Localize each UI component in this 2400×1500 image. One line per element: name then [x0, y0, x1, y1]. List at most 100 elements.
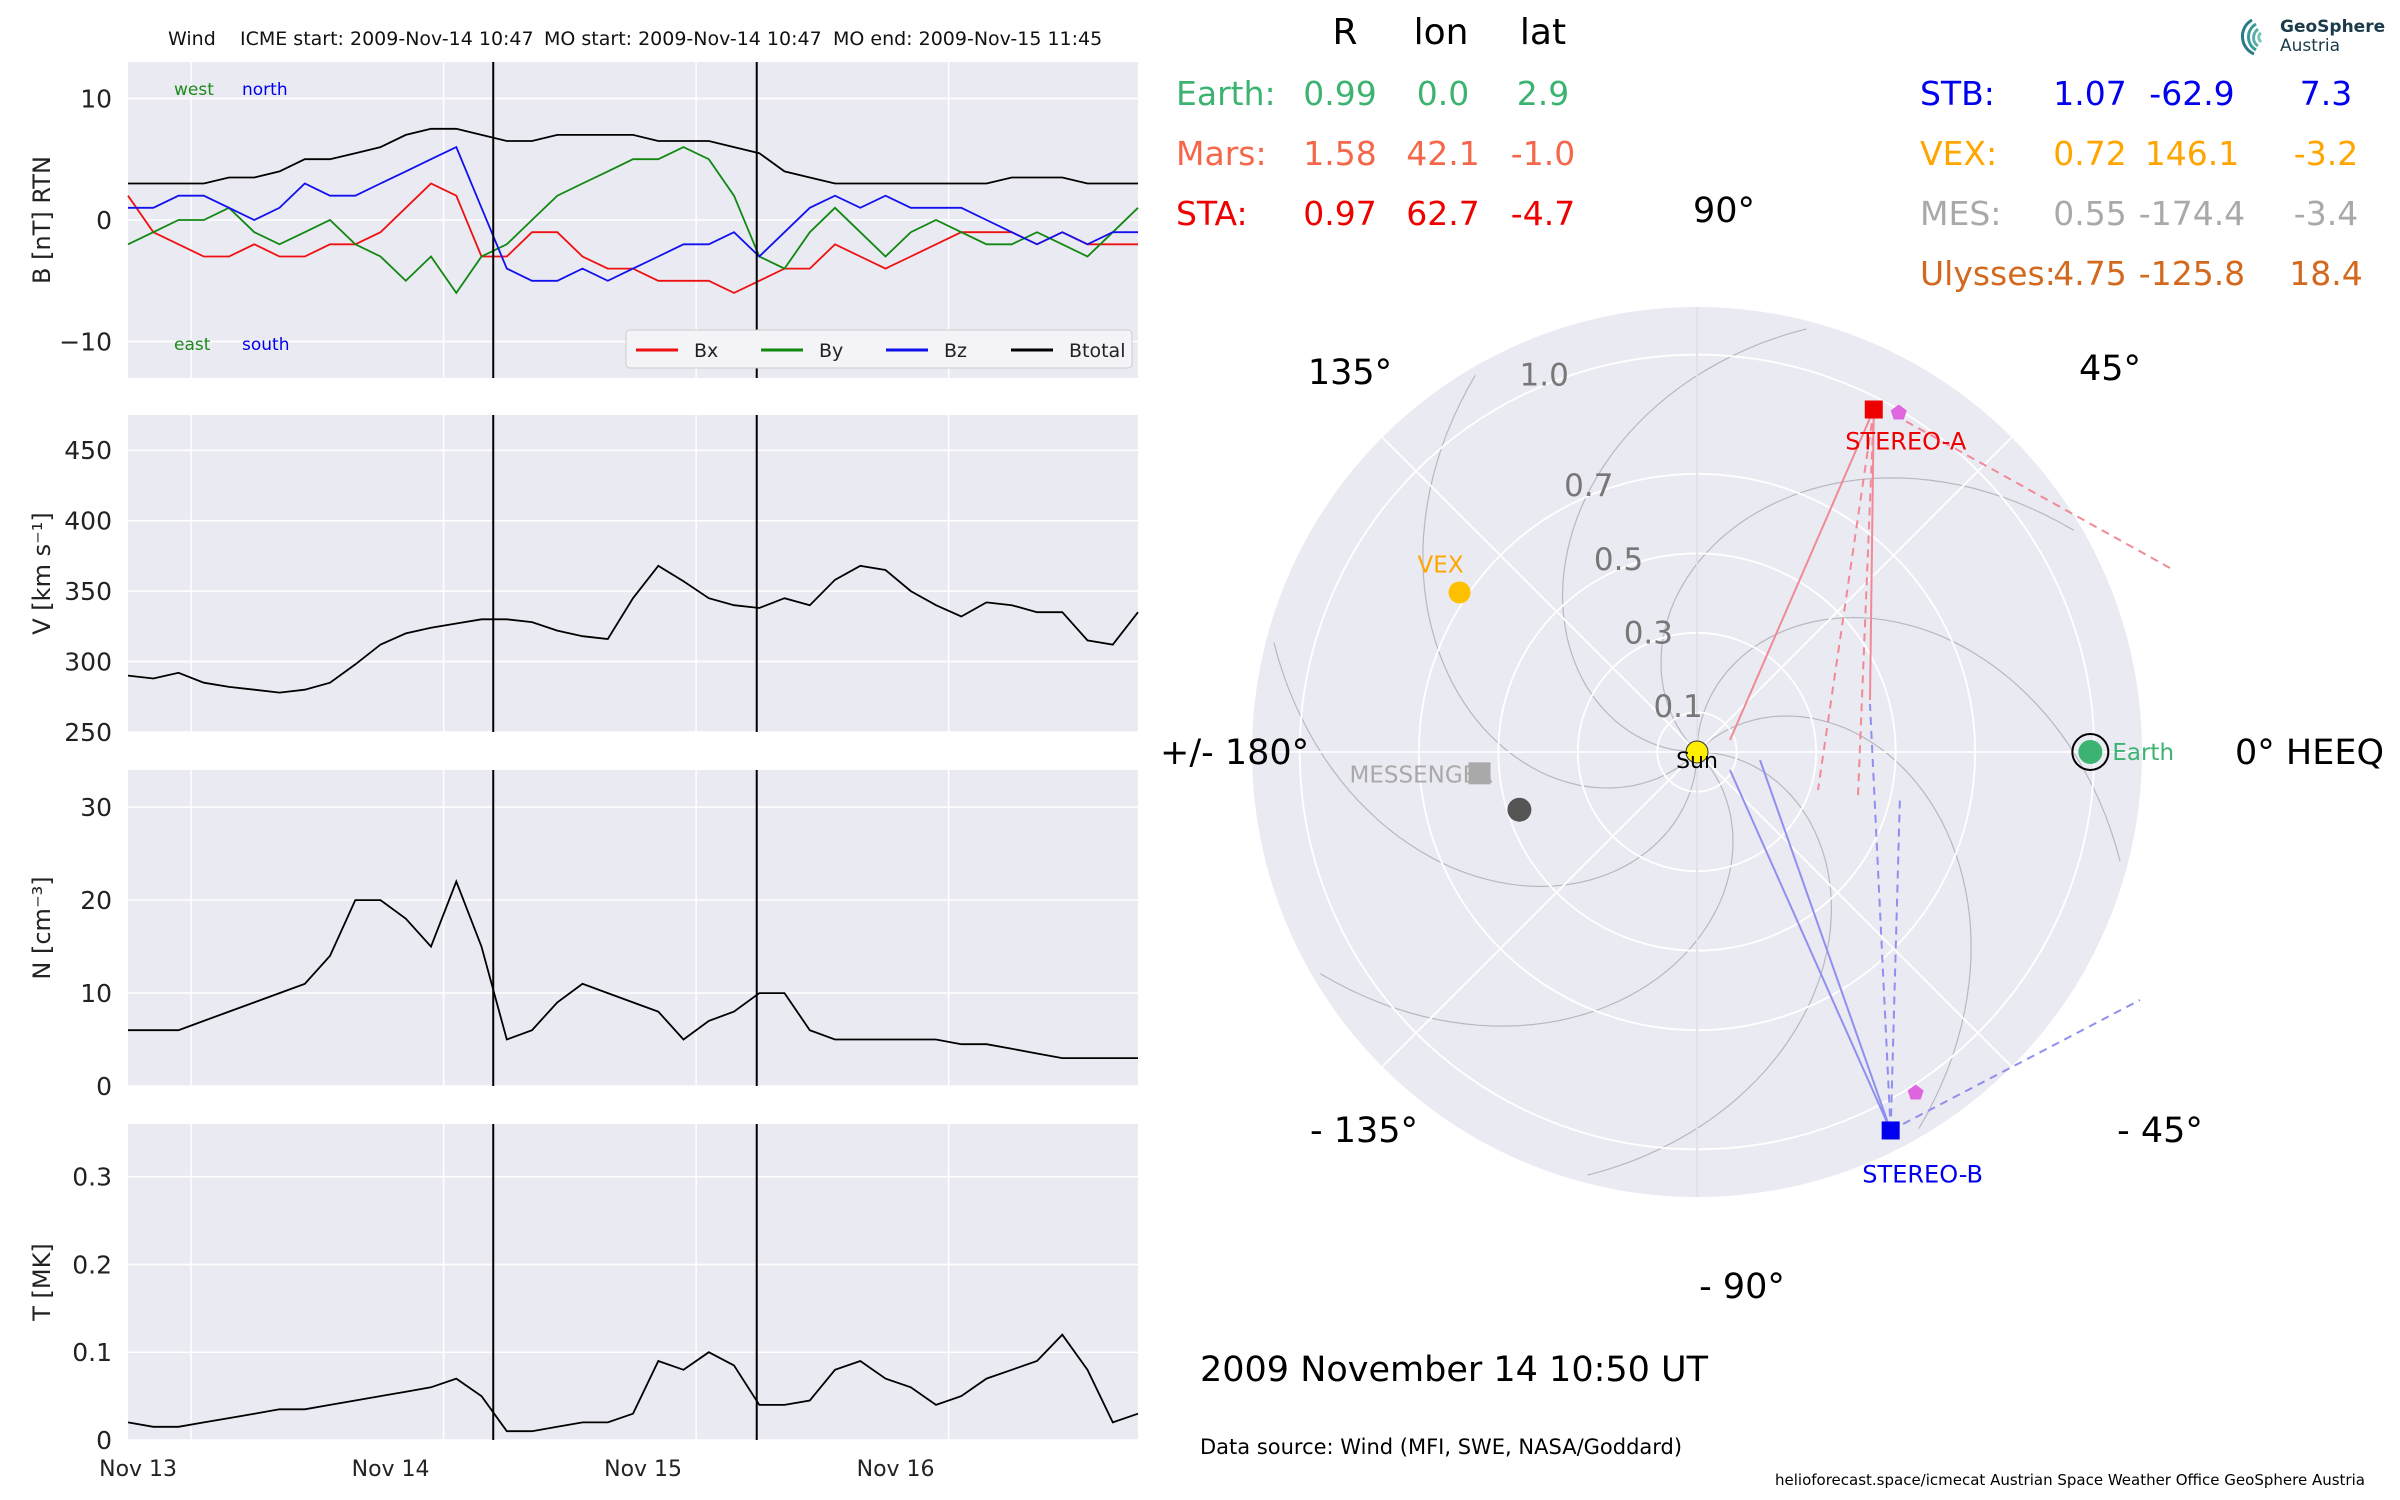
temperature-ytick-label: 0.2: [72, 1250, 112, 1279]
earth-label: Earth: [2112, 740, 2174, 766]
density-ytick-label: 30: [80, 793, 112, 822]
legend-label-Bx: Bx: [694, 340, 718, 362]
sta-fov-line: [1857, 409, 1875, 797]
density-ytick-label: 10: [80, 979, 112, 1008]
sta-fov-line: [1869, 409, 1875, 701]
speed-ytick-label: 350: [64, 577, 112, 606]
sta-fov-line: [1729, 409, 1875, 741]
magnetic_field-series-Btotal: [128, 127, 1138, 185]
speed-ytick-label: 300: [64, 648, 112, 677]
left-table-cell: 0.99: [1303, 74, 1376, 113]
table-header-lon: lon: [1414, 12, 1469, 53]
angle-label: 135°: [1308, 353, 1392, 393]
stb-fov-line: [1869, 703, 1892, 1131]
right-table-cell: -3.2: [2294, 134, 2358, 173]
body-markers: Sun Earth STEREO-A STEREO-B VEX MESSENGER: [1350, 400, 2174, 1188]
header-icme-start: ICME start: 2009-Nov-14 10:47: [240, 28, 534, 50]
b-annotation-north: north: [242, 80, 288, 100]
radial-label: 0.7: [1564, 468, 1613, 504]
left-table-cell: -4.7: [1511, 194, 1575, 233]
right-table-cell: -3.4: [2294, 194, 2358, 233]
right-table-cell: -62.9: [2149, 74, 2234, 113]
angle-line: [1381, 436, 1698, 753]
table-header-R: R: [1332, 12, 1357, 53]
speed-ytick-label: 450: [64, 436, 112, 465]
speed-plot-area: [128, 415, 1138, 732]
panel-temperature: 0.3 0.2 0.1 0 T [MK] Nov 13 Nov 14 Nov 15 Nov 16: [28, 1124, 1139, 1482]
right-table-cell: 18.4: [2289, 254, 2362, 293]
credits: helioforecast.space/icmecat Austrian Spa…: [1775, 1471, 2365, 1489]
parker-spiral-0: [1587, 751, 1833, 1176]
table-header-lat: lat: [1520, 12, 1566, 53]
left-table-cell: STA:: [1176, 194, 1248, 233]
speed-ytick-label: 250: [64, 718, 112, 747]
xtick-label: Nov 14: [352, 1457, 430, 1482]
temperature-ylabel: T [MK]: [28, 1243, 56, 1321]
density-ytick-label: 0: [96, 1072, 112, 1101]
stb-fov-line: [1759, 759, 1892, 1131]
earth-ring: [2071, 733, 2110, 771]
angle-label: - 135°: [1310, 1111, 1418, 1151]
right-table-cell: VEX:: [1920, 134, 1997, 173]
b-annotation-south: south: [242, 335, 289, 355]
stb-fov-line: [1729, 769, 1892, 1131]
left-table-cell: 0.0: [1417, 74, 1469, 113]
time-series-panels: 10 0 −10 B [nT] RTN west north east south Bx By Bz…: [28, 62, 1139, 1482]
stereo-a-mars-marker: [1890, 404, 1907, 420]
temperature-ytick-label: 0.1: [72, 1338, 112, 1367]
right-table-cell: MES:: [1920, 194, 2001, 233]
right-table-cell: 0.72: [2053, 134, 2126, 173]
panel-density: 30 20 10 0 N [cm⁻³]: [28, 770, 1138, 1101]
speed-series-V: [127, 564, 1139, 694]
header-spacecraft: Wind: [168, 28, 216, 50]
radial-label: 0.5: [1594, 542, 1643, 578]
logo-line2: Austria: [2280, 36, 2341, 56]
parker-spiral-7: [1320, 757, 1734, 1027]
legend-label-Btotal: Btotal: [1069, 340, 1125, 362]
b-annotation-east: east: [174, 335, 211, 355]
magnetic_field-series-By: [127, 146, 1139, 295]
parker-spiral-1: [1702, 715, 1972, 1129]
stereo-b-label: STEREO-B: [1862, 1160, 1983, 1188]
header-mo-end: MO end: 2009-Nov-15 11:45: [833, 28, 1103, 50]
left-table-cell: 2.9: [1517, 74, 1569, 113]
magnetic_field-ytick-label: 10: [80, 84, 112, 113]
parker-spiral-4: [1561, 328, 1807, 753]
angle-label: +/- 180°: [1160, 733, 1309, 773]
polar-date-label: 2009 November 14 10:50 UT: [1200, 1350, 1709, 1390]
temperature-series-T: [127, 1333, 1139, 1433]
xtick-label: Nov 13: [99, 1457, 177, 1482]
left-table-cell: Mars:: [1176, 134, 1267, 173]
sta-fov-line: [1893, 413, 2171, 569]
messenger-marker: [1468, 762, 1491, 785]
left-table-cell: 62.7: [1406, 194, 1479, 233]
left-table-cell: 1.58: [1303, 134, 1376, 173]
magnetic_field-ylabel: B [nT] RTN: [28, 156, 56, 284]
temperature-plot-area: [128, 1124, 1138, 1440]
magnetic_field-ytick-label: 0: [96, 206, 112, 235]
stereo-a-label: STEREO-A: [1845, 428, 1967, 456]
angle-label: 0° HEEQ: [2235, 733, 2384, 773]
angle-line: [1381, 751, 1698, 1068]
stereo-b-mars-marker: [1907, 1084, 1924, 1100]
geosphere-logo-icon: [2241, 18, 2263, 56]
density-plot-area: [128, 770, 1138, 1086]
magnetic_field-ytick-label: −10: [59, 328, 112, 357]
messenger-label: MESSENGER: [1350, 762, 1494, 788]
angle-line: [1696, 751, 2013, 1068]
radial-label: 0.1: [1653, 689, 1702, 725]
radial-label: 1.0: [1520, 358, 1569, 394]
left-table-cell: -1.0: [1511, 134, 1575, 173]
messenger-secondary-marker: [1507, 797, 1532, 822]
stereo-a-marker: [1864, 400, 1883, 419]
earth-marker: [2078, 740, 2103, 764]
radial-label: 0.3: [1624, 615, 1673, 651]
left-table-cell: 0.97: [1303, 194, 1376, 233]
speed-ylabel: V [km s⁻¹]: [28, 512, 56, 634]
vex-marker: [1448, 581, 1471, 604]
left-table-cell: 42.1: [1406, 134, 1479, 173]
polar-position-plot: 0.1 0.3 0.5 0.7 1.0 90° 45° 0° HEEQ - 45° - 90° - …: [1160, 12, 2384, 1307]
